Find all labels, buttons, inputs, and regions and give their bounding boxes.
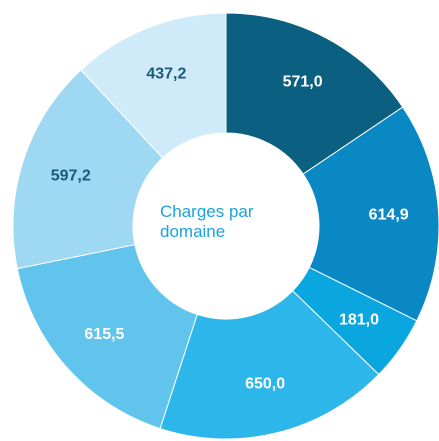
donut-slice [12, 69, 164, 270]
donut-slice [302, 106, 439, 322]
data-label: 614,9 [369, 207, 409, 224]
donut-slice [16, 244, 198, 430]
data-label: 650,0 [245, 375, 285, 392]
data-label: 571,0 [283, 73, 323, 90]
donut-slice [80, 12, 227, 159]
data-label: 437,2 [146, 66, 186, 83]
donut-slice [159, 290, 380, 440]
donut-slice [225, 12, 404, 175]
chart-title: Charges par domaine [160, 202, 254, 241]
data-label: 181,0 [339, 311, 379, 328]
data-label: 597,2 [51, 167, 91, 184]
data-label: 615,5 [84, 326, 124, 343]
